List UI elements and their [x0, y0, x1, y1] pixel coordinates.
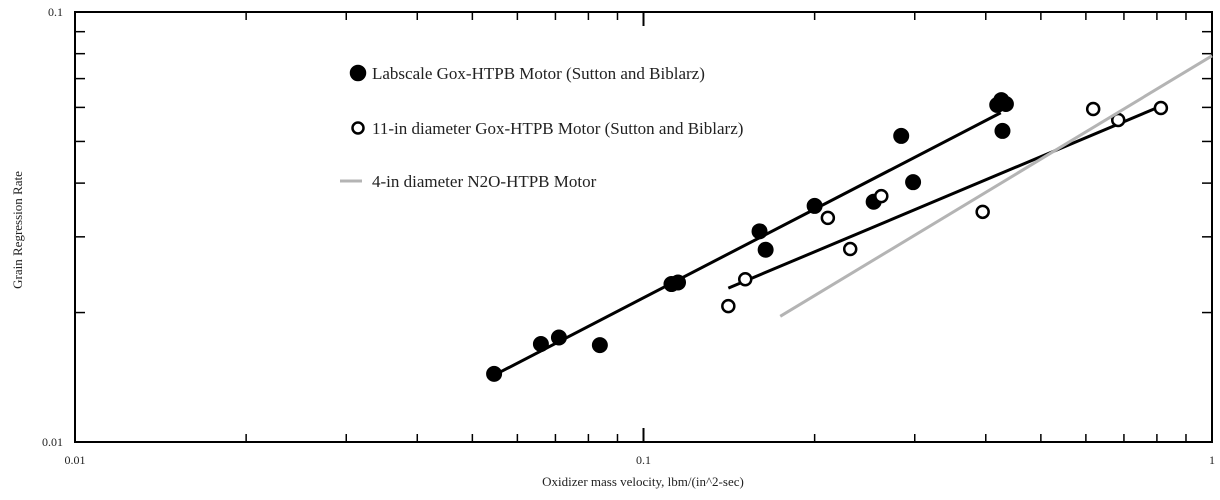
y-tick-label: 0.01	[42, 435, 63, 449]
data-point	[721, 298, 736, 314]
data-point	[905, 174, 922, 191]
y-tick-label: 0.1	[48, 5, 63, 19]
data-point	[1085, 101, 1101, 117]
y-axis-label: Grain Regression Rate	[10, 171, 25, 289]
data-point	[806, 197, 823, 214]
legend-swatch	[349, 64, 367, 82]
data-point	[994, 122, 1011, 139]
x-tick-label: 0.01	[65, 453, 86, 467]
data-point	[751, 223, 768, 240]
data-point	[486, 365, 503, 382]
data-point	[893, 127, 910, 144]
data-point	[591, 337, 608, 354]
data-point	[1153, 100, 1169, 116]
data-point	[842, 241, 858, 257]
trend-line	[779, 54, 1213, 318]
data-point	[874, 188, 889, 204]
fit-line	[727, 104, 1162, 290]
data-point	[670, 274, 687, 291]
x-tick-label: 1	[1209, 453, 1215, 467]
fit-line	[493, 111, 1002, 377]
data-point	[532, 336, 549, 353]
data-point	[737, 272, 753, 287]
x-axis-label: Oxidizer mass velocity, lbm/(in^2-sec)	[542, 474, 744, 489]
data-point	[757, 241, 774, 258]
data-point	[997, 96, 1014, 113]
x-tick-label: 0.1	[636, 453, 651, 467]
legend-label: 11-in diameter Gox-HTPB Motor (Sutton an…	[372, 119, 743, 138]
data-point	[550, 329, 567, 346]
data-point	[975, 204, 990, 220]
legend-swatch	[351, 121, 365, 135]
legend-label: 4-in diameter N2O-HTPB Motor	[372, 172, 597, 191]
data-point	[820, 210, 836, 226]
legend-label: Labscale Gox-HTPB Motor (Sutton and Bibl…	[372, 64, 705, 83]
